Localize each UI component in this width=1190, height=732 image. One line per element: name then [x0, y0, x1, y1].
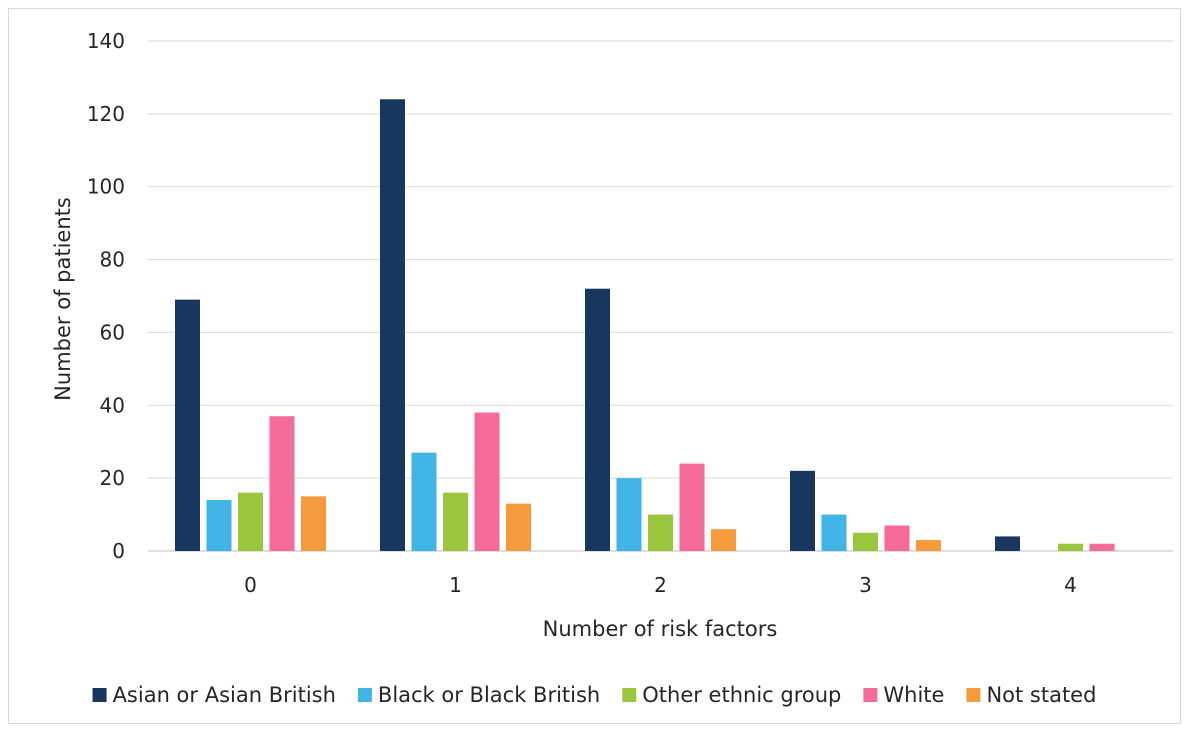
bar-asian-or-asian-british-3 [790, 470, 815, 551]
legend-swatch [357, 688, 372, 702]
bar-black-or-black-british-2 [616, 478, 642, 551]
legend-item: Asian or Asian British [92, 683, 336, 707]
legend-swatch [863, 688, 878, 702]
x-tick-label: 4 [1064, 573, 1077, 597]
bar-other-ethnic-group-0 [238, 492, 263, 551]
bars [175, 99, 1115, 552]
x-tick-label: 1 [449, 573, 462, 597]
bar-asian-or-asian-british-1 [380, 99, 405, 552]
y-tick-label: 60 [100, 320, 125, 344]
bar-not-stated-1 [506, 503, 531, 551]
legend-label: Not stated [986, 683, 1096, 707]
legend-item: Other ethnic group [622, 683, 841, 707]
bar-not-stated-0 [301, 496, 326, 551]
bar-asian-or-asian-british-4 [995, 536, 1020, 551]
legend-label: Black or Black British [378, 683, 600, 707]
legend-label: Asian or Asian British [113, 683, 336, 707]
bar-other-ethnic-group-3 [853, 532, 878, 551]
bar-white-0 [269, 416, 295, 551]
y-tick-label: 100 [87, 175, 125, 199]
legend-label: White [883, 683, 944, 707]
gridlines [148, 40, 1173, 552]
legend-swatch [92, 688, 107, 702]
x-tick-label: 0 [244, 573, 257, 597]
bar-other-ethnic-group-1 [443, 492, 468, 551]
x-tick-label: 2 [654, 573, 667, 597]
legend-item: Black or Black British [357, 683, 600, 707]
bar-white-3 [884, 525, 910, 551]
legend-swatch [966, 688, 981, 702]
bar-white-4 [1089, 543, 1115, 551]
x-tick-label: 3 [859, 573, 872, 597]
bar-black-or-black-british-1 [411, 452, 437, 551]
y-axis-ticks: 0 20 40 60 80 100 120 140 [87, 29, 125, 563]
bar-not-stated-3 [916, 540, 941, 551]
bar-white-1 [474, 412, 500, 551]
legend-item: White [863, 683, 944, 707]
bar-asian-or-asian-british-2 [585, 288, 610, 551]
bar-asian-or-asian-british-0 [175, 299, 200, 551]
y-tick-label: 120 [87, 102, 125, 126]
x-axis-ticks: 0 1 2 3 4 [244, 573, 1077, 597]
legend-swatch [622, 688, 637, 702]
bar-other-ethnic-group-2 [648, 514, 673, 551]
y-tick-label: 20 [100, 466, 125, 490]
y-tick-label: 140 [87, 29, 125, 53]
y-tick-label: 0 [112, 539, 125, 563]
bar-other-ethnic-group-4 [1058, 543, 1083, 551]
legend-item: Not stated [966, 683, 1096, 707]
x-axis-title: Number of risk factors [543, 617, 778, 641]
y-axis-title: Number of patients [51, 197, 75, 401]
bar-black-or-black-british-0 [206, 500, 232, 551]
legend: Asian or Asian British Black or Black Bri… [92, 683, 1096, 707]
y-tick-label: 80 [100, 248, 125, 272]
legend-label: Other ethnic group [642, 683, 841, 707]
bar-not-stated-2 [711, 529, 736, 551]
bar-white-2 [679, 463, 705, 551]
y-tick-label: 40 [100, 393, 125, 417]
bar-black-or-black-british-3 [821, 514, 847, 551]
